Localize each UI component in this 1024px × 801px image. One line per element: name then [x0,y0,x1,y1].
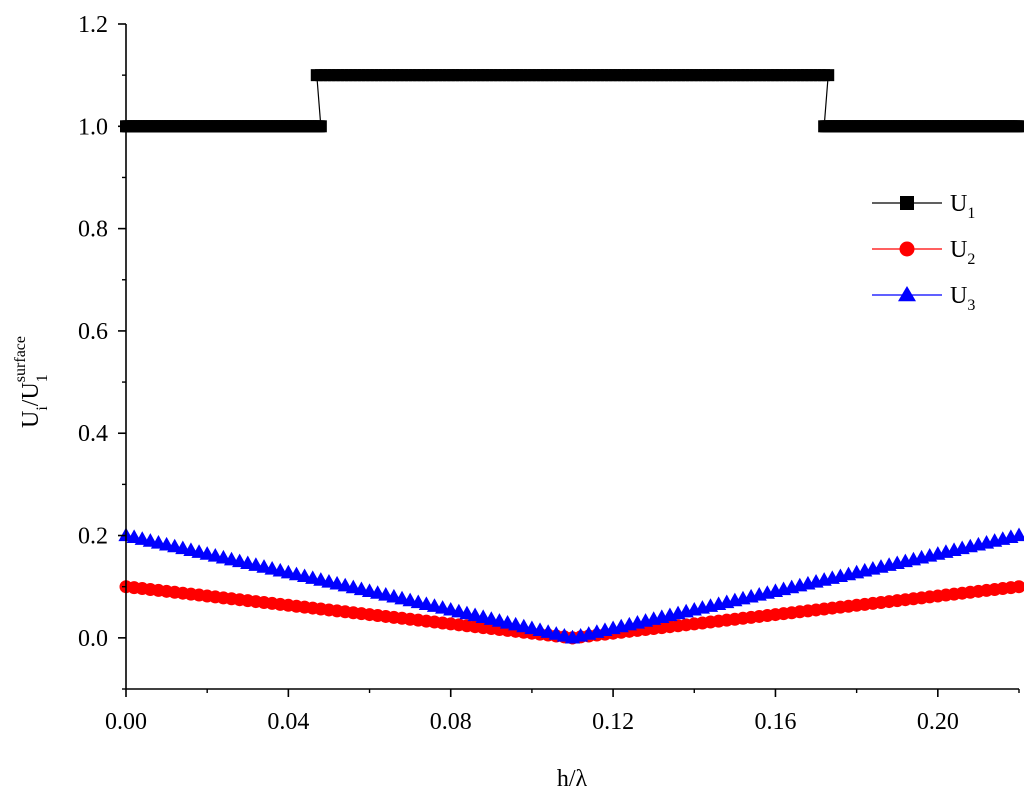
axes-layer [125,24,1019,690]
series-1 [120,69,1024,133]
legend-marker-circle [899,241,915,257]
y-tick-label: 1.2 [78,12,108,38]
series-1-marker [822,69,835,82]
markers-layer [118,69,1024,645]
series-3 [118,527,1024,644]
y-tick-label: 0.6 [78,319,108,345]
x-tick-label: 0.16 [754,709,796,735]
y-tick-label: 1.0 [78,114,108,140]
legend-label: U2 [950,237,975,268]
x-tick-label: 0.08 [430,709,472,735]
legend-item-1: U1 [872,191,975,222]
series-1-marker [314,120,327,133]
series-2-marker [1012,580,1024,594]
y-tick-label: 0.2 [78,524,108,550]
legend-label: U1 [950,191,975,222]
series-3-marker [1011,527,1024,542]
legend-marker-triangle [898,286,916,302]
y-tick-label: 0.0 [78,626,108,652]
legend: U1 U2 U3 [872,191,975,314]
ticks-layer: 0.00 0.04 0.08 0.12 0.16 0.20 0.0 0.2 0.4 0.6 0.8 1… [78,12,1020,735]
y-tick-label: 0.8 [78,217,108,243]
legend-item-2: U2 [872,237,975,268]
legend-item-3: U3 [872,283,975,314]
y-axis-title: Ui/U1surface [12,336,51,428]
x-tick-label: 0.00 [105,709,147,735]
legend-label: U3 [950,283,975,314]
x-tick-label: 0.04 [267,709,309,735]
series-1-marker [1013,120,1024,133]
x-axis-title: h/λ [557,766,588,792]
x-tick-label: 0.20 [917,709,959,735]
y-tick-label: 0.4 [78,421,108,447]
x-tick-label: 0.12 [592,709,634,735]
legend-marker-square [900,196,914,210]
